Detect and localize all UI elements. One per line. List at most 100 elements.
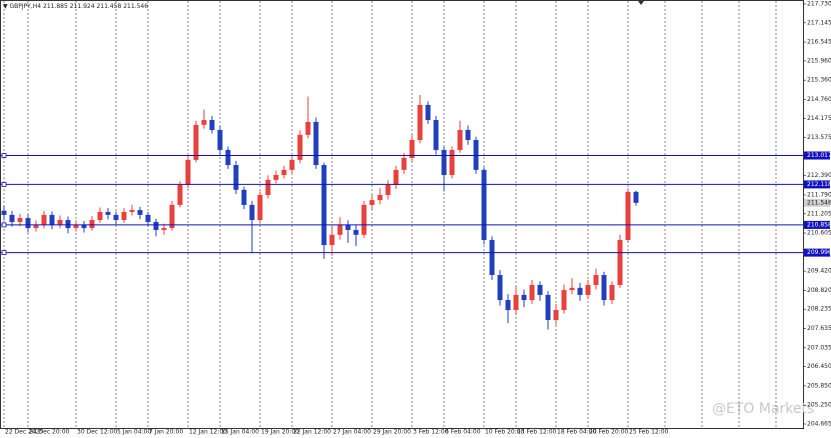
candle-body [201, 120, 207, 125]
shift-marker [638, 1, 644, 5]
candle-body [193, 124, 199, 160]
level-handle [1, 153, 7, 158]
watermark: @ETO Markets [712, 401, 814, 417]
candle-body [633, 191, 639, 203]
y-tick-label: 215.360 [807, 77, 831, 84]
candle-body [361, 204, 367, 235]
level-handle [1, 222, 7, 228]
level-label-bg [804, 220, 830, 229]
candle-body [505, 300, 511, 311]
candle-body [593, 274, 599, 285]
header-low: 211.458 [96, 3, 121, 10]
x-tick-label: 22 Dec 2025 [5, 429, 44, 436]
level-label: 209.996 [807, 249, 831, 256]
x-tick-label: 7 Jan 20:00 [149, 429, 183, 436]
candle-body [345, 224, 351, 230]
x-tick-label: 22 Jan 12:00 [293, 429, 331, 436]
level-label-bg [804, 151, 830, 160]
candle-body [337, 224, 343, 235]
candle-body [57, 220, 63, 225]
x-tick-label: 12 Jan 12:00 [189, 429, 227, 436]
candle-body [265, 179, 271, 195]
candle-body [545, 294, 551, 321]
candle-body [353, 229, 359, 235]
candle-body [553, 310, 559, 321]
candle-body [425, 104, 431, 121]
candle-body [537, 284, 543, 295]
candle-body [169, 204, 175, 229]
y-tick-label: 212.390 [807, 172, 831, 179]
candle-body [33, 224, 39, 229]
candle-body [41, 214, 47, 225]
candle-body [465, 130, 471, 140]
y-tick-label: 205.250 [807, 402, 831, 409]
y-tick-label: 209.420 [807, 268, 831, 275]
candle-body [233, 165, 239, 190]
y-tick-label: 213.575 [807, 134, 831, 141]
candle-body [609, 284, 615, 301]
y-tick-label: 207.635 [807, 325, 831, 332]
candle-body [273, 175, 279, 180]
x-tick-label: 3 Feb 12:00 [413, 429, 449, 436]
plot-frame [0, 0, 804, 429]
candle-body [601, 274, 607, 301]
x-tick-label: 27 Jan 04:00 [333, 429, 371, 436]
y-tick-label: 205.850 [807, 382, 831, 389]
y-tick-label: 216.545 [807, 39, 831, 46]
price-tag-bg [804, 198, 830, 207]
y-tick-label: 207.035 [807, 344, 831, 351]
candle-body [585, 284, 591, 295]
candle-body [121, 211, 127, 221]
y-tick-label: 204.665 [807, 421, 831, 428]
candle-body [305, 121, 311, 135]
candle-body [521, 294, 527, 301]
price-tag: 211.546 [807, 199, 831, 206]
candle-body [249, 204, 255, 221]
candle-body [617, 239, 623, 285]
candle-body [145, 214, 151, 222]
candle-body [377, 194, 383, 201]
x-tick-label: 13 Feb 12:00 [517, 429, 557, 436]
candle-body [481, 169, 487, 240]
candle-body [449, 149, 455, 176]
candle-body [489, 239, 495, 275]
candle-body [217, 130, 223, 150]
candle-body [569, 287, 575, 291]
candle-body [25, 218, 31, 229]
x-tick-label: 24 Dec 20:00 [29, 429, 70, 436]
chart-header: ▼ GBPJPY,H4 211.885 211.924 211.458 211.… [3, 3, 148, 10]
candle-body [209, 120, 215, 131]
candle-body [409, 139, 415, 158]
candle-body [297, 134, 303, 160]
x-tick-label: 25 Feb 12:00 [629, 429, 669, 436]
candle-body [153, 221, 159, 230]
candle-body [17, 218, 23, 222]
y-tick-label: 210.605 [807, 230, 831, 237]
x-tick-label: 29 Jan 20:00 [373, 429, 411, 436]
candle-body [473, 139, 479, 170]
candle-body [289, 159, 295, 170]
x-tick-label: 18 Feb 04:00 [557, 429, 597, 436]
header-high: 211.924 [70, 3, 95, 10]
candle-body [257, 194, 263, 221]
candle-body [241, 189, 247, 205]
candle-body [65, 220, 71, 229]
candle-body [321, 165, 327, 246]
candle-body [9, 214, 15, 222]
candle-body [401, 157, 407, 170]
candle-body [137, 210, 143, 215]
level-label-bg [804, 180, 830, 189]
candle-body [281, 169, 287, 176]
candle-body [313, 121, 319, 166]
candle-body [577, 287, 583, 295]
y-tick-label: 214.760 [807, 96, 831, 103]
candle-body [369, 200, 375, 205]
header-open: 211.885 [43, 3, 68, 10]
candle-body [441, 149, 447, 176]
candle-body [185, 159, 191, 185]
x-tick-label: 19 Jan 20:00 [261, 429, 299, 436]
candle-body [513, 294, 519, 311]
candle-body [329, 234, 335, 246]
level-label: 213.017 [807, 152, 831, 159]
